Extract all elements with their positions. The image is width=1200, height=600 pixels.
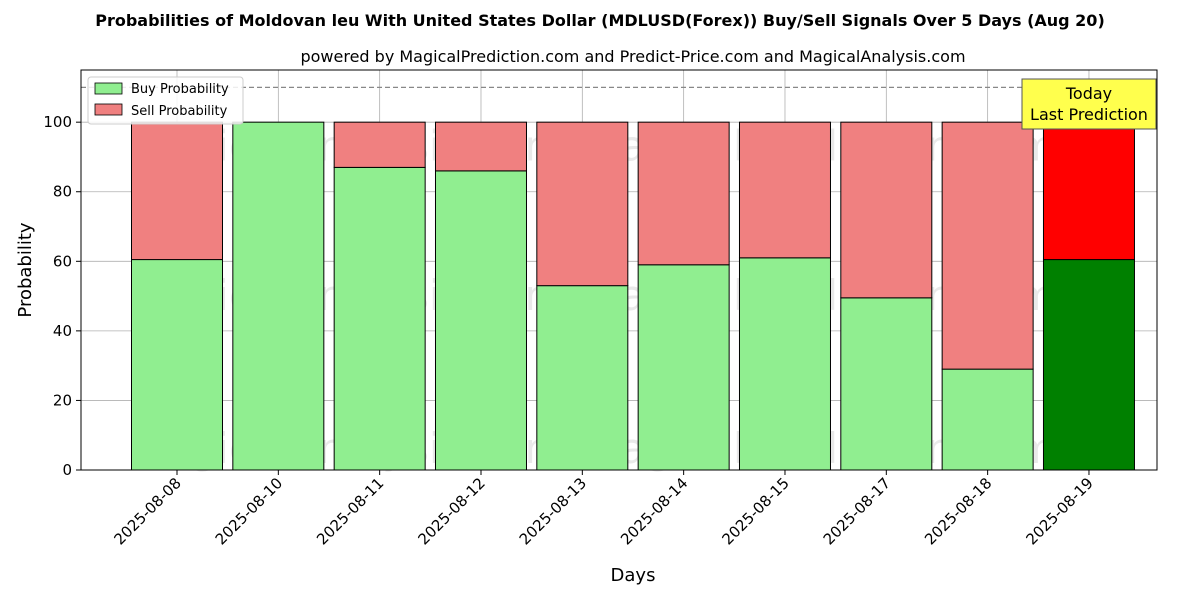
bar-sell-2025-08-15 — [738, 121, 831, 259]
y-tick-label: 20 — [53, 391, 72, 409]
bar-sell-2025-08-11 — [333, 121, 426, 168]
legend: Buy Probability Sell Probability — [87, 76, 244, 125]
y-tick-label: 0 — [62, 461, 72, 479]
chart-title: Probabilities of Moldovan leu With Unite… — [95, 11, 1105, 30]
today-annotation: Today Last Prediction — [1021, 78, 1157, 130]
x-tick-label: 2025-08-19 — [1022, 474, 1096, 548]
bar-sell-2025-08-14 — [637, 121, 730, 266]
legend-swatch-sell — [94, 103, 123, 116]
bar-buy-2025-08-19 — [1042, 259, 1135, 471]
bars — [131, 121, 1135, 471]
x-tick-label: 2025-08-14 — [617, 474, 691, 548]
bar-sell-2025-08-18 — [941, 121, 1034, 370]
bar-buy-2025-08-15 — [738, 257, 831, 471]
bar-buy-2025-08-14 — [637, 264, 730, 471]
legend-label-buy: Buy Probability — [131, 82, 229, 97]
x-tick-label: 2025-08-08 — [110, 474, 184, 548]
x-tick-label: 2025-08-13 — [516, 474, 590, 548]
x-tick-label: 2025-08-11 — [313, 474, 387, 548]
bar-buy-2025-08-08 — [131, 259, 223, 471]
x-axis: 2025-08-08 2025-08-10 2025-08-11 2025-08-12… — [110, 470, 1097, 548]
y-axis: 0 20 40 60 80 100 — [43, 113, 81, 479]
x-tick-label: 2025-08-17 — [820, 474, 894, 548]
y-tick-label: 40 — [53, 322, 72, 340]
legend-box — [87, 76, 244, 125]
y-tick-label: 100 — [43, 113, 72, 131]
bar-buy-2025-08-11 — [333, 166, 426, 471]
bar-sell-2025-08-19 — [1042, 121, 1135, 261]
legend-swatch-buy — [94, 82, 123, 95]
y-tick-label: 60 — [53, 252, 72, 270]
chart-subtitle: powered by MagicalPrediction.com and Pre… — [300, 47, 965, 66]
legend-label-sell: Sell Probability — [131, 104, 228, 119]
x-tick-label: 2025-08-15 — [718, 474, 792, 548]
bar-sell-2025-08-17 — [840, 121, 933, 299]
plot-frame — [80, 69, 1158, 471]
x-axis-label: Days — [611, 565, 656, 586]
bar-buy-2025-08-13 — [536, 285, 629, 471]
annotation-line2: Last Prediction — [1030, 105, 1148, 124]
x-tick-label: 2025-08-12 — [414, 474, 488, 548]
x-tick-label: 2025-08-18 — [921, 474, 995, 548]
annotation-box — [1021, 78, 1157, 130]
bar-sell-2025-08-12 — [434, 121, 527, 172]
annotation-line1: Today — [1065, 84, 1112, 103]
bar-buy-2025-08-18 — [941, 368, 1034, 471]
y-axis-label: Probability — [15, 222, 36, 317]
bar-buy-2025-08-12 — [434, 170, 527, 471]
x-tick-label: 2025-08-10 — [212, 474, 286, 548]
bar-buy-2025-08-17 — [840, 297, 933, 471]
bar-sell-2025-08-08 — [131, 121, 223, 261]
bar-sell-2025-08-13 — [536, 121, 629, 287]
bar-buy-2025-08-10 — [232, 121, 325, 471]
y-tick-label: 80 — [53, 183, 72, 201]
